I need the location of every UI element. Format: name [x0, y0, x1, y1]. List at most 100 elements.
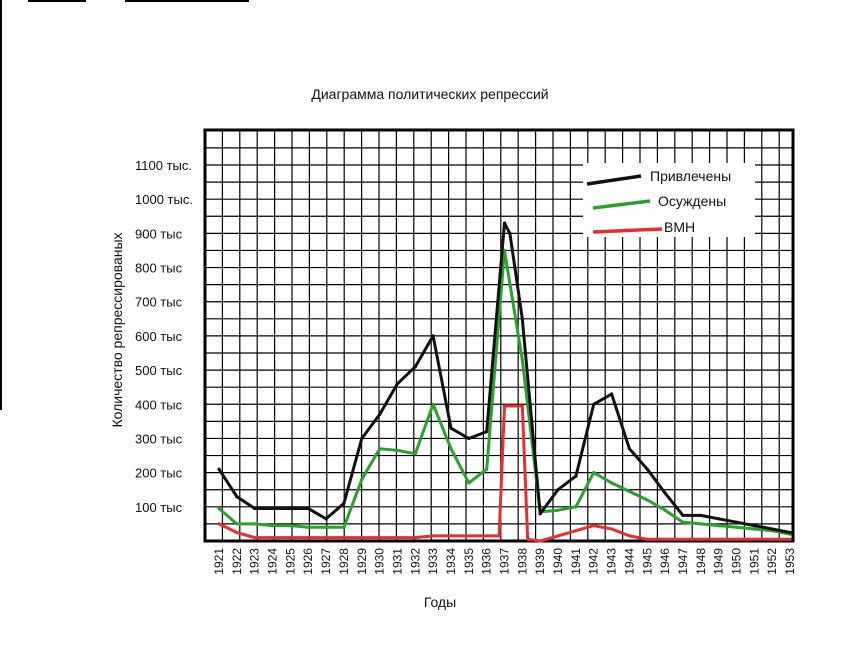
data-point — [378, 412, 382, 417]
data-point — [235, 522, 239, 526]
x-tick-label: 1928 — [337, 548, 351, 575]
data-point — [752, 524, 756, 528]
data-point — [431, 334, 435, 338]
data-point — [526, 537, 530, 541]
y-tick-label: 800 тыс — [135, 261, 183, 276]
x-tick-label: 1939 — [533, 548, 547, 575]
data-point — [342, 525, 346, 529]
data-point — [324, 517, 328, 521]
x-tick-label: 1950 — [730, 548, 744, 575]
legend-box — [583, 163, 755, 237]
x-tick-label: 1936 — [480, 548, 494, 575]
legend-label-vmn: ВМН — [664, 219, 696, 235]
x-tick-label: 1953 — [783, 548, 797, 575]
data-point — [449, 426, 453, 430]
data-point — [378, 447, 382, 451]
x-tick-label: 1952 — [765, 548, 779, 575]
data-point — [395, 448, 399, 452]
data-point — [324, 525, 328, 529]
x-tick-label: 1946 — [658, 548, 672, 575]
x-tick-label: 1933 — [426, 548, 440, 575]
x-tick-label: 1945 — [640, 548, 654, 575]
data-point — [253, 536, 257, 540]
data-point — [306, 525, 310, 529]
data-point — [645, 498, 649, 502]
data-point — [467, 534, 471, 538]
data-point — [752, 537, 756, 541]
chart-title: Диаграмма политических репрессий — [311, 86, 549, 102]
data-point — [717, 524, 721, 528]
data-point — [610, 481, 614, 485]
data-point — [413, 365, 417, 369]
data-point — [324, 536, 328, 540]
x-tick-label: 1929 — [355, 548, 369, 575]
legend-swatch-0 — [586, 174, 642, 186]
data-point — [681, 513, 685, 518]
y-tick-label: 900 тыс — [135, 226, 183, 241]
x-tick-label: 1947 — [676, 548, 690, 575]
x-tick-label: 1938 — [515, 548, 529, 575]
y-tick-label: 700 тыс — [135, 295, 183, 310]
data-point — [360, 436, 364, 441]
y-axis-label: Количество репрессированых — [109, 232, 125, 428]
data-point — [699, 513, 703, 518]
data-point — [788, 530, 792, 535]
data-point — [645, 537, 649, 541]
data-point — [574, 505, 578, 509]
data-point — [681, 537, 685, 541]
y-tick-label: 300 тыс — [135, 432, 183, 447]
data-point — [342, 501, 346, 505]
data-point — [717, 537, 721, 541]
corner-rule-top-2 — [125, 0, 249, 2]
corner-rule-top-1 — [28, 0, 86, 2]
x-tick-label: 1937 — [498, 548, 512, 575]
data-point — [610, 527, 614, 531]
data-point — [520, 358, 524, 362]
data-point — [485, 534, 489, 538]
data-point — [788, 537, 792, 541]
data-point — [538, 539, 542, 543]
series-layer — [217, 221, 792, 543]
x-tick-label: 1941 — [569, 548, 583, 575]
data-point — [520, 404, 524, 408]
data-point — [217, 522, 221, 526]
y-tick-label: 500 тыс — [135, 363, 183, 378]
data-point — [467, 436, 471, 441]
x-tick-label: 1922 — [230, 548, 244, 575]
data-point — [431, 534, 435, 538]
legend-label-privlecheny: Привлечены — [650, 168, 732, 184]
data-point — [592, 471, 596, 475]
data-point — [663, 491, 667, 495]
x-tick-label: 1932 — [408, 548, 422, 575]
data-point — [734, 525, 739, 529]
x-tick-label: 1923 — [248, 548, 262, 575]
x-tick-label: 1940 — [551, 548, 565, 575]
x-tick-label: 1951 — [747, 548, 761, 575]
data-point — [342, 536, 346, 540]
data-point — [681, 520, 685, 524]
data-point — [574, 529, 578, 533]
x-tick-label: 1925 — [283, 548, 297, 575]
x-tick-label: 1934 — [444, 548, 458, 575]
data-point — [288, 536, 292, 540]
x-tick-label: 1949 — [712, 548, 726, 575]
data-point — [556, 534, 560, 538]
y-tick-label: 400 тыс — [135, 397, 183, 412]
data-point — [217, 467, 221, 471]
series-line-0 — [217, 221, 792, 534]
data-point — [734, 537, 739, 541]
x-tick-label: 1944 — [622, 548, 636, 575]
data-point — [395, 382, 399, 386]
y-tick-labels: 100 тыс 200 тыс 300 тыс 400 тыс 500 тыс 600 т… — [134, 157, 195, 517]
data-point — [360, 536, 364, 540]
data-point — [734, 520, 739, 524]
x-tick-label: 1942 — [587, 548, 601, 575]
data-point — [235, 530, 239, 535]
data-point — [413, 452, 417, 456]
data-point — [538, 512, 542, 516]
data-point — [449, 534, 453, 538]
data-point — [502, 404, 507, 408]
data-point — [235, 495, 239, 499]
y-tick-label: 1100 тыс. — [135, 158, 192, 173]
